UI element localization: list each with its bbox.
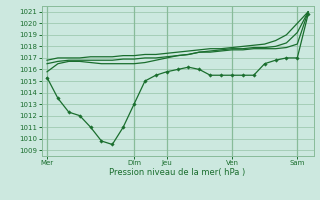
- X-axis label: Pression niveau de la mer( hPa ): Pression niveau de la mer( hPa ): [109, 168, 246, 177]
